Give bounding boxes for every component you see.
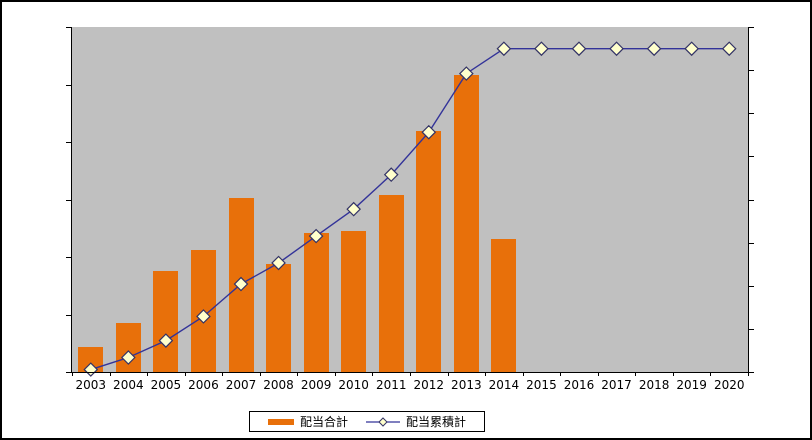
bar-2011 [378,195,404,372]
marker-2011 [383,167,399,183]
legend: 配当合計 配当累積計 [249,411,485,432]
left-axis-tick [66,257,72,258]
x-axis-label-2009: 2009 [300,378,332,392]
y-axis-left [71,27,72,372]
y-axis-right [748,27,749,372]
left-axis-tick [66,142,72,143]
left-axis-tick [66,200,72,201]
cumulative-line [90,48,730,371]
marker-2004 [120,350,136,365]
x-axis-label-2003: 2003 [75,378,107,392]
x-axis-label-2007: 2007 [225,378,257,392]
left-axis-tick [66,85,72,86]
x-axis-label-2018: 2018 [638,378,670,392]
marker-2020 [721,41,737,57]
bar-2009 [303,233,329,372]
right-axis-tick [748,113,754,114]
x-axis-tick [147,372,148,376]
right-axis-tick [748,329,754,330]
x-axis-tick [297,372,298,376]
x-axis-tick [523,372,524,376]
x-axis-tick [410,372,411,376]
x-axis-label-2012: 2012 [413,378,445,392]
right-axis-tick [748,70,754,71]
x-axis-label-2008: 2008 [263,378,294,392]
line-series-label: 配当累積計 [406,414,467,429]
marker-2017 [609,41,624,57]
bar-series-label: 配当合計 [299,414,348,429]
bar-2008 [266,264,292,372]
bar-2005 [153,271,179,372]
marker-2013 [458,66,474,81]
x-axis-tick [260,372,261,376]
x-axis-tick [372,372,373,376]
bar-2010 [341,231,367,372]
legend-item-line-series: 配当累積計 [366,416,466,428]
right-axis-tick [748,156,754,157]
x-axis-tick [335,372,336,376]
right-axis-tick [748,372,754,373]
right-axis-tick [748,286,754,287]
marker-2007 [233,276,249,292]
marker-2018 [646,41,662,57]
marker-2005 [158,333,174,348]
x-axis-tick [673,372,674,376]
x-axis-tick [635,372,636,376]
marker-2015 [534,41,549,57]
x-axis-label-2014: 2014 [488,378,520,392]
x-axis-label-2016: 2016 [563,378,595,392]
x-axis-label-2005: 2005 [150,378,182,392]
marker-2010 [346,201,362,217]
left-axis-tick [66,27,72,28]
marker-2003 [83,362,99,377]
x-axis-label-2020: 2020 [713,378,745,392]
x-axis-tick [110,372,111,376]
marker-2008 [271,255,286,271]
x-axis-tick [710,372,711,376]
marker-2009 [308,228,324,244]
marker-2012 [421,124,437,140]
right-axis-tick [748,27,754,28]
cumulative-line-layer [83,41,737,377]
x-axis-label-2006: 2006 [188,378,219,392]
x-axis-tick [560,372,561,376]
x-axis-tick [448,372,449,376]
bar-series-swatch [267,418,294,425]
marker-2006 [196,309,211,324]
x-axis-label-2010: 2010 [338,378,369,392]
x-axis-label-2019: 2019 [676,378,707,392]
legend-item-bar-series: 配当合計 [267,414,348,429]
right-axis-tick [748,200,754,201]
left-axis-tick [66,315,72,316]
x-axis-label-2015: 2015 [526,378,557,392]
right-axis-tick [748,243,754,244]
diamond-marker-icon [378,416,388,427]
line-series-swatch [366,416,400,427]
x-axis-label-2013: 2013 [451,378,482,392]
x-axis-label-2004: 2004 [113,378,144,392]
left-axis-tick [66,372,72,373]
marker-2014 [496,41,512,57]
x-axis-tick [185,372,186,376]
x-axis-tick [72,372,73,376]
x-axis-tick [748,372,749,376]
marker-2019 [684,41,700,57]
x-axis-tick [222,372,223,376]
bar-2013 [453,75,479,372]
x-axis-label-2017: 2017 [601,378,632,392]
plot-area [72,27,748,377]
bar-2014 [491,239,517,372]
bar-2012 [416,131,442,372]
marker-2016 [571,41,587,57]
x-axis-label-2011: 2011 [375,378,407,392]
x-axis-tick [485,372,486,376]
x-axis-tick [598,372,599,376]
